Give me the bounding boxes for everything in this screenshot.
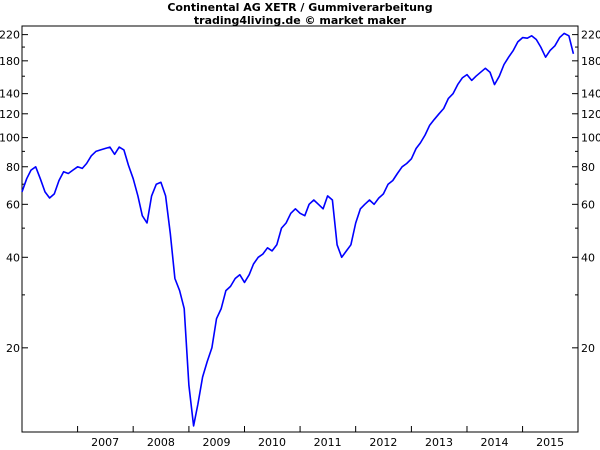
y-tick-label-right: 20 <box>581 342 595 355</box>
y-tick-label-right: 120 <box>581 108 600 121</box>
y-tick-label-right: 40 <box>581 251 595 264</box>
y-tick-label-left: 40 <box>6 251 20 264</box>
y-tick-label-left: 100 <box>0 132 20 145</box>
y-tick-label-left: 180 <box>0 55 20 68</box>
y-tick-label-right: 180 <box>581 55 600 68</box>
chart-subtitle: trading4living.de © market maker <box>193 14 407 27</box>
x-tick-label: 2013 <box>425 436 453 449</box>
y-axis-right: 20 40 60 80 100 120 140 180 220 <box>572 29 600 355</box>
x-tick-label: 2011 <box>314 436 342 449</box>
x-tick-label: 2014 <box>481 436 509 449</box>
y-tick-label-right: 60 <box>581 198 595 211</box>
y-tick-label-left: 120 <box>0 108 20 121</box>
y-tick-label-left: 80 <box>6 161 20 174</box>
y-tick-label-right: 220 <box>581 29 600 42</box>
x-tick-label: 2015 <box>536 436 564 449</box>
x-tick-label: 2010 <box>258 436 286 449</box>
y-axis-left: 20 40 60 80 100 120 140 180 220 <box>0 29 28 355</box>
x-tick-label: 2012 <box>369 436 397 449</box>
plot-frame <box>21 25 579 433</box>
y-tick-label-left: 140 <box>0 88 20 101</box>
x-tick-label: 2007 <box>91 436 119 449</box>
y-tick-label-left: 220 <box>0 29 20 42</box>
x-axis: 2007 2008 2009 2010 2011 2012 2013 2014 2015 <box>77 426 564 449</box>
price-line <box>21 32 575 427</box>
y-tick-label-right: 80 <box>581 161 595 174</box>
y-tick-label-right: 100 <box>581 132 600 145</box>
x-tick-label: 2008 <box>147 436 175 449</box>
y-tick-label-right: 140 <box>581 88 600 101</box>
x-tick-label: 2009 <box>202 436 230 449</box>
chart-title: Continental AG XETR / Gummiverarbeitung <box>167 1 433 14</box>
y-tick-label-left: 20 <box>6 342 20 355</box>
y-tick-label-left: 60 <box>6 198 20 211</box>
